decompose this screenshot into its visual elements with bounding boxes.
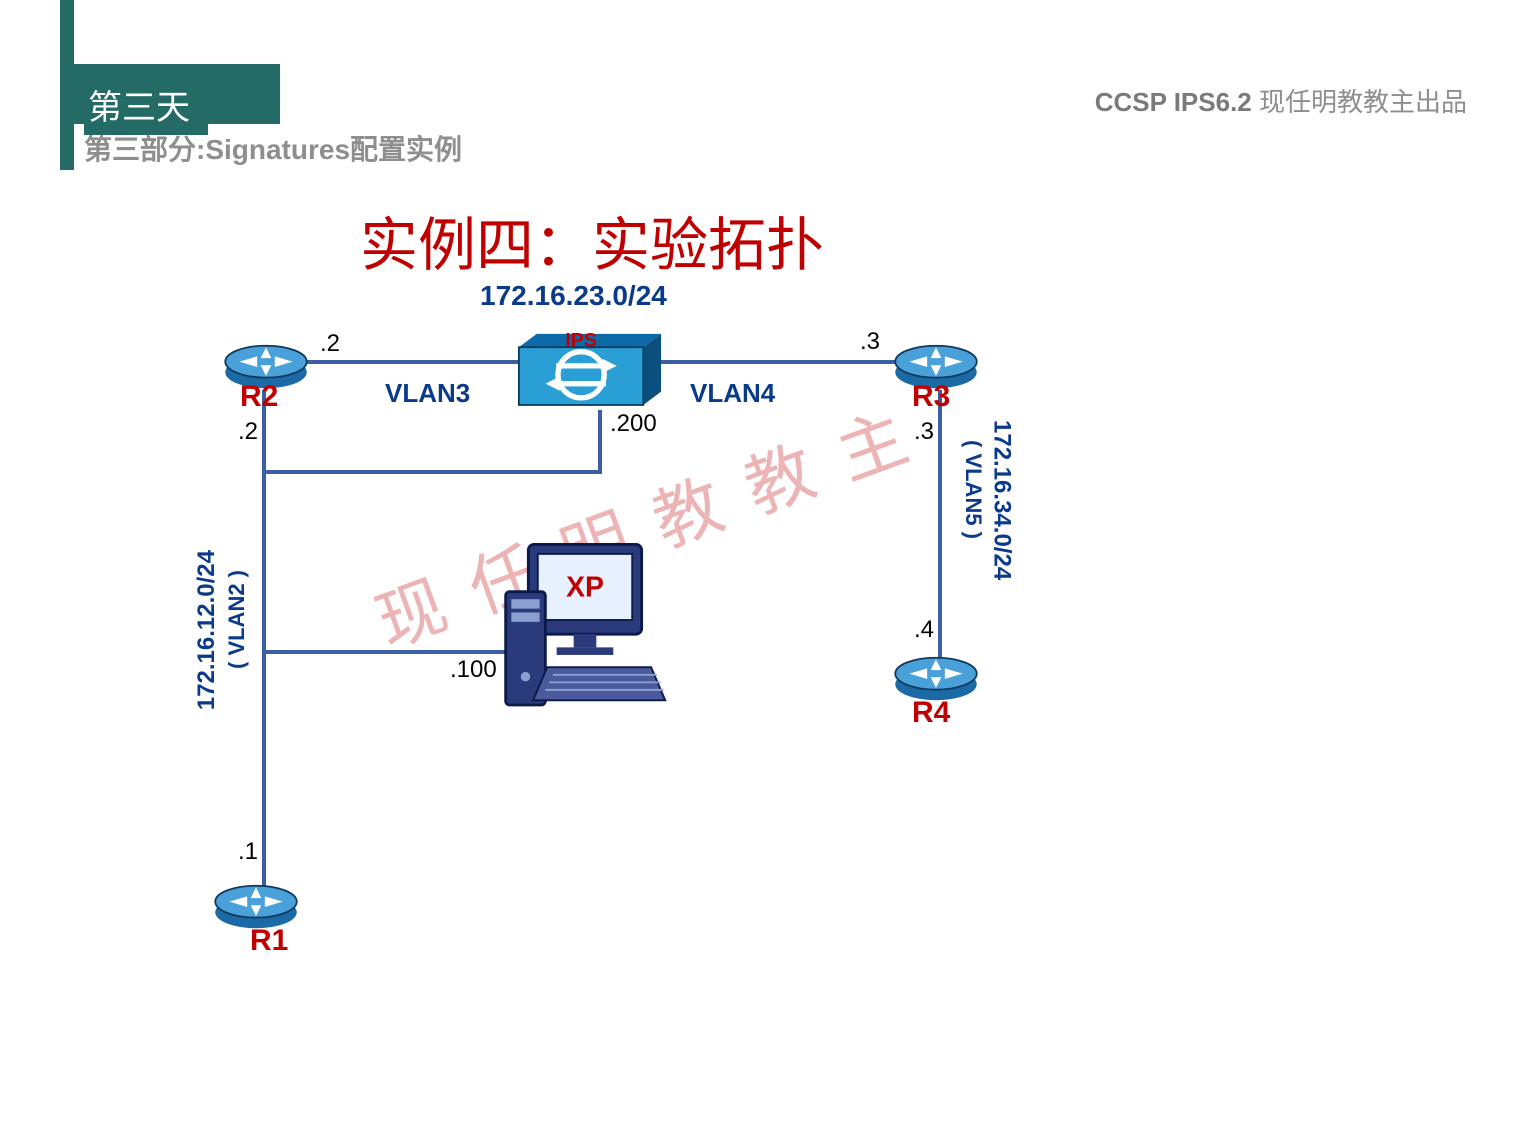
header-section: 第三部分:Signatures配置实例 xyxy=(84,128,462,168)
line-mgmt-top xyxy=(262,470,602,474)
label-r2-side-host: .2 xyxy=(238,418,258,446)
svg-text:IPS: IPS xyxy=(565,329,597,351)
network-diagram: 172.16.23.0/24 R2 .2 .2 xyxy=(190,280,1010,1040)
xp-icon: XP xyxy=(500,535,670,725)
label-vlan3: VLAN3 xyxy=(385,378,470,409)
label-r3-top-host: .3 xyxy=(860,328,880,356)
ips-icon: IPS xyxy=(510,325,670,415)
label-top-subnet: 172.16.23.0/24 xyxy=(480,280,667,312)
label-r3: R3 xyxy=(912,380,950,414)
label-r1: R1 xyxy=(250,924,288,958)
label-ips-host: .200 xyxy=(610,410,657,438)
label-r3-side-host: .3 xyxy=(914,418,934,446)
label-r4: R4 xyxy=(912,696,950,730)
svg-text:XP: XP xyxy=(566,571,604,603)
label-r2-top-host: .2 xyxy=(320,330,340,358)
label-left-subnet-vlan: ( VLAN2 ) xyxy=(224,570,250,669)
line-xp xyxy=(262,650,532,654)
router-r1-icon xyxy=(210,868,302,930)
line-right xyxy=(938,390,942,670)
header-right-rest: 现任明教教主出品 xyxy=(1252,87,1467,117)
label-r2: R2 xyxy=(240,380,278,414)
label-right-subnet-ip: 172.16.34.0/24 xyxy=(988,420,1014,580)
label-xp-host: .100 xyxy=(450,656,497,684)
header-right: CCSP IPS6.2 现任明教教主出品 xyxy=(1095,82,1467,119)
slide: 第三天 第三部分:Signatures配置实例 CCSP IPS6.2 现任明教… xyxy=(0,0,1527,1143)
line-ips-down xyxy=(598,410,602,470)
label-r4-side-host: .4 xyxy=(914,616,934,644)
header-right-bold: CCSP IPS6.2 xyxy=(1095,87,1252,117)
line-left xyxy=(262,390,266,900)
label-right-subnet-vlan: ( VLAN5 ) xyxy=(960,440,986,539)
header-day: 第三天 xyxy=(84,78,208,135)
label-vlan4: VLAN4 xyxy=(690,378,775,409)
router-r4-icon xyxy=(890,640,982,702)
label-left-subnet-ip: 172.16.12.0/24 xyxy=(194,550,220,710)
slide-title: 实例四：实验拓扑 xyxy=(360,198,824,282)
label-r1-host: .1 xyxy=(238,838,258,866)
